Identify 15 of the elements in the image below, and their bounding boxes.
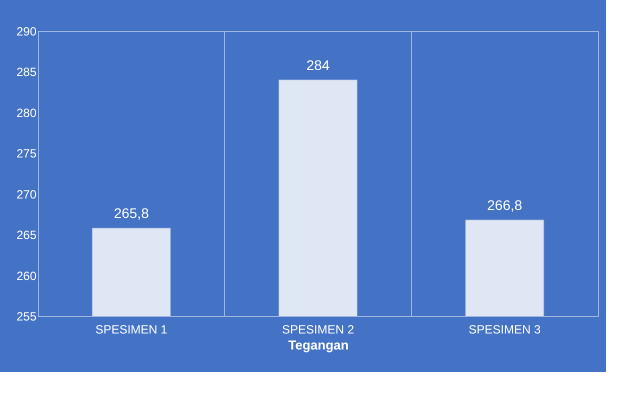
y-tick-label: 265 (16, 228, 37, 242)
x-tick-label: SPESIMEN 1 (95, 322, 168, 336)
data-label: 284 (306, 56, 330, 73)
data-label: 265,8 (114, 205, 150, 222)
y-tick-label: 280 (16, 106, 37, 120)
y-tick-label: 290 (16, 24, 37, 38)
y-tick-label: 255 (16, 310, 37, 324)
x-tick-label: SPESIMEN 3 (468, 322, 541, 336)
x-tick-label: SPESIMEN 2 (282, 322, 354, 336)
data-label: 266,8 (487, 196, 522, 213)
y-tick-label: 285 (16, 65, 37, 80)
y-tick-label: 275 (16, 146, 37, 161)
y-tick-label: 270 (16, 187, 37, 202)
y-tick-label: 260 (16, 268, 37, 283)
x-axis-title: Tegangan (288, 338, 349, 352)
